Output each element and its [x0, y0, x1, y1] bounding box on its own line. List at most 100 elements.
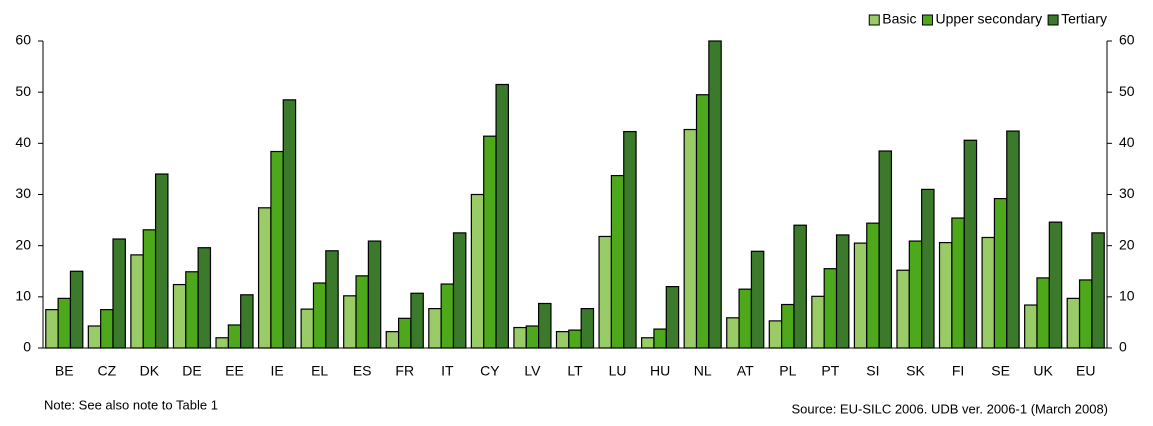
bar — [695, 94, 710, 349]
bar — [240, 294, 254, 349]
bar — [185, 271, 199, 349]
bar — [483, 135, 497, 349]
bar — [653, 328, 667, 349]
legend-swatch — [921, 14, 933, 26]
bar — [538, 302, 552, 349]
y-tick-label: 30 — [15, 185, 31, 201]
bar — [495, 83, 509, 349]
bar — [641, 337, 655, 349]
bar — [282, 99, 297, 349]
x-tick-label: CY — [480, 363, 500, 379]
bar — [270, 150, 284, 349]
x-tick-label: AT — [737, 363, 754, 379]
bar — [367, 240, 382, 349]
x-tick-label: LT — [567, 363, 583, 379]
y2-tick-label: 50 — [1119, 83, 1135, 99]
y-tick-label: 50 — [15, 83, 31, 99]
bar — [112, 238, 126, 349]
bar — [470, 193, 485, 349]
y-tick-label: 60 — [15, 32, 31, 48]
bar — [951, 217, 965, 349]
bar — [896, 269, 910, 349]
bar — [325, 250, 339, 349]
bar — [410, 292, 424, 349]
bar — [154, 173, 169, 349]
y-tick-label: 10 — [15, 288, 31, 304]
bar — [781, 303, 795, 349]
legend-swatch — [1047, 14, 1059, 26]
bar — [312, 282, 327, 349]
bar — [1024, 304, 1038, 349]
legend-label: Basic — [882, 11, 916, 27]
bar — [1006, 130, 1020, 349]
bar — [993, 197, 1008, 349]
bar — [142, 229, 157, 349]
x-tick-label: UK — [1033, 363, 1053, 379]
x-tick-label: FR — [395, 363, 414, 379]
x-tick-label: PT — [821, 363, 839, 379]
bar — [866, 222, 880, 349]
x-tick-label: IT — [441, 363, 454, 379]
bar — [793, 224, 807, 349]
x-tick-label: DE — [182, 363, 201, 379]
bar — [452, 232, 467, 349]
bar — [397, 317, 412, 349]
bar — [513, 326, 527, 349]
x-tick-label: EL — [311, 363, 328, 379]
legend-label: Upper secondary — [935, 11, 1042, 27]
y-tick-label: 0 — [23, 339, 31, 355]
bar — [738, 288, 753, 349]
bar — [1048, 221, 1063, 349]
bar — [580, 308, 595, 349]
bar — [57, 297, 72, 349]
bar — [683, 128, 698, 349]
x-tick-label: IE — [270, 363, 283, 379]
bar — [598, 235, 612, 349]
bar — [197, 247, 212, 349]
bar — [1078, 279, 1093, 349]
y2-tick-label: 60 — [1119, 32, 1135, 48]
bar — [665, 286, 680, 349]
x-tick-label: SE — [991, 363, 1010, 379]
y2-tick-label: 40 — [1119, 134, 1135, 150]
bar — [981, 236, 996, 349]
bar — [708, 40, 722, 349]
x-tick-label: BE — [55, 363, 74, 379]
bar — [300, 308, 315, 349]
y2-tick-label: 20 — [1119, 236, 1135, 252]
bar — [938, 241, 953, 349]
bar — [172, 283, 187, 349]
bar — [87, 325, 102, 349]
y-tick-label: 20 — [15, 236, 31, 252]
bar — [343, 295, 357, 349]
bar — [100, 309, 114, 349]
bar — [227, 324, 242, 349]
x-tick-label: PL — [779, 363, 796, 379]
bar — [921, 188, 935, 349]
bar — [610, 174, 625, 349]
bar — [257, 207, 272, 349]
y2-tick-label: 30 — [1119, 185, 1135, 201]
source: Source: EU-SILC 2006. UDB ver. 2006-1 (M… — [792, 401, 1108, 416]
x-tick-label: LU — [609, 363, 627, 379]
bar — [1036, 277, 1050, 349]
y2-tick-label: 10 — [1119, 288, 1135, 304]
bar — [440, 283, 455, 349]
x-tick-label: CZ — [98, 363, 117, 379]
x-tick-label: NL — [694, 363, 712, 379]
bar — [750, 250, 765, 349]
bar — [1066, 297, 1081, 349]
bar — [908, 240, 923, 349]
bar — [835, 234, 850, 349]
x-tick-label: DK — [140, 363, 160, 379]
x-tick-label: FI — [952, 363, 964, 379]
bar — [385, 331, 400, 349]
bar — [963, 139, 978, 349]
x-tick-label: EU — [1076, 363, 1095, 379]
y2-tick-label: 0 — [1119, 339, 1127, 355]
legend-label: Tertiary — [1061, 11, 1107, 27]
bar — [768, 320, 783, 349]
x-tick-label: ES — [353, 363, 372, 379]
x-tick-label: HU — [650, 363, 670, 379]
bar — [45, 309, 59, 349]
